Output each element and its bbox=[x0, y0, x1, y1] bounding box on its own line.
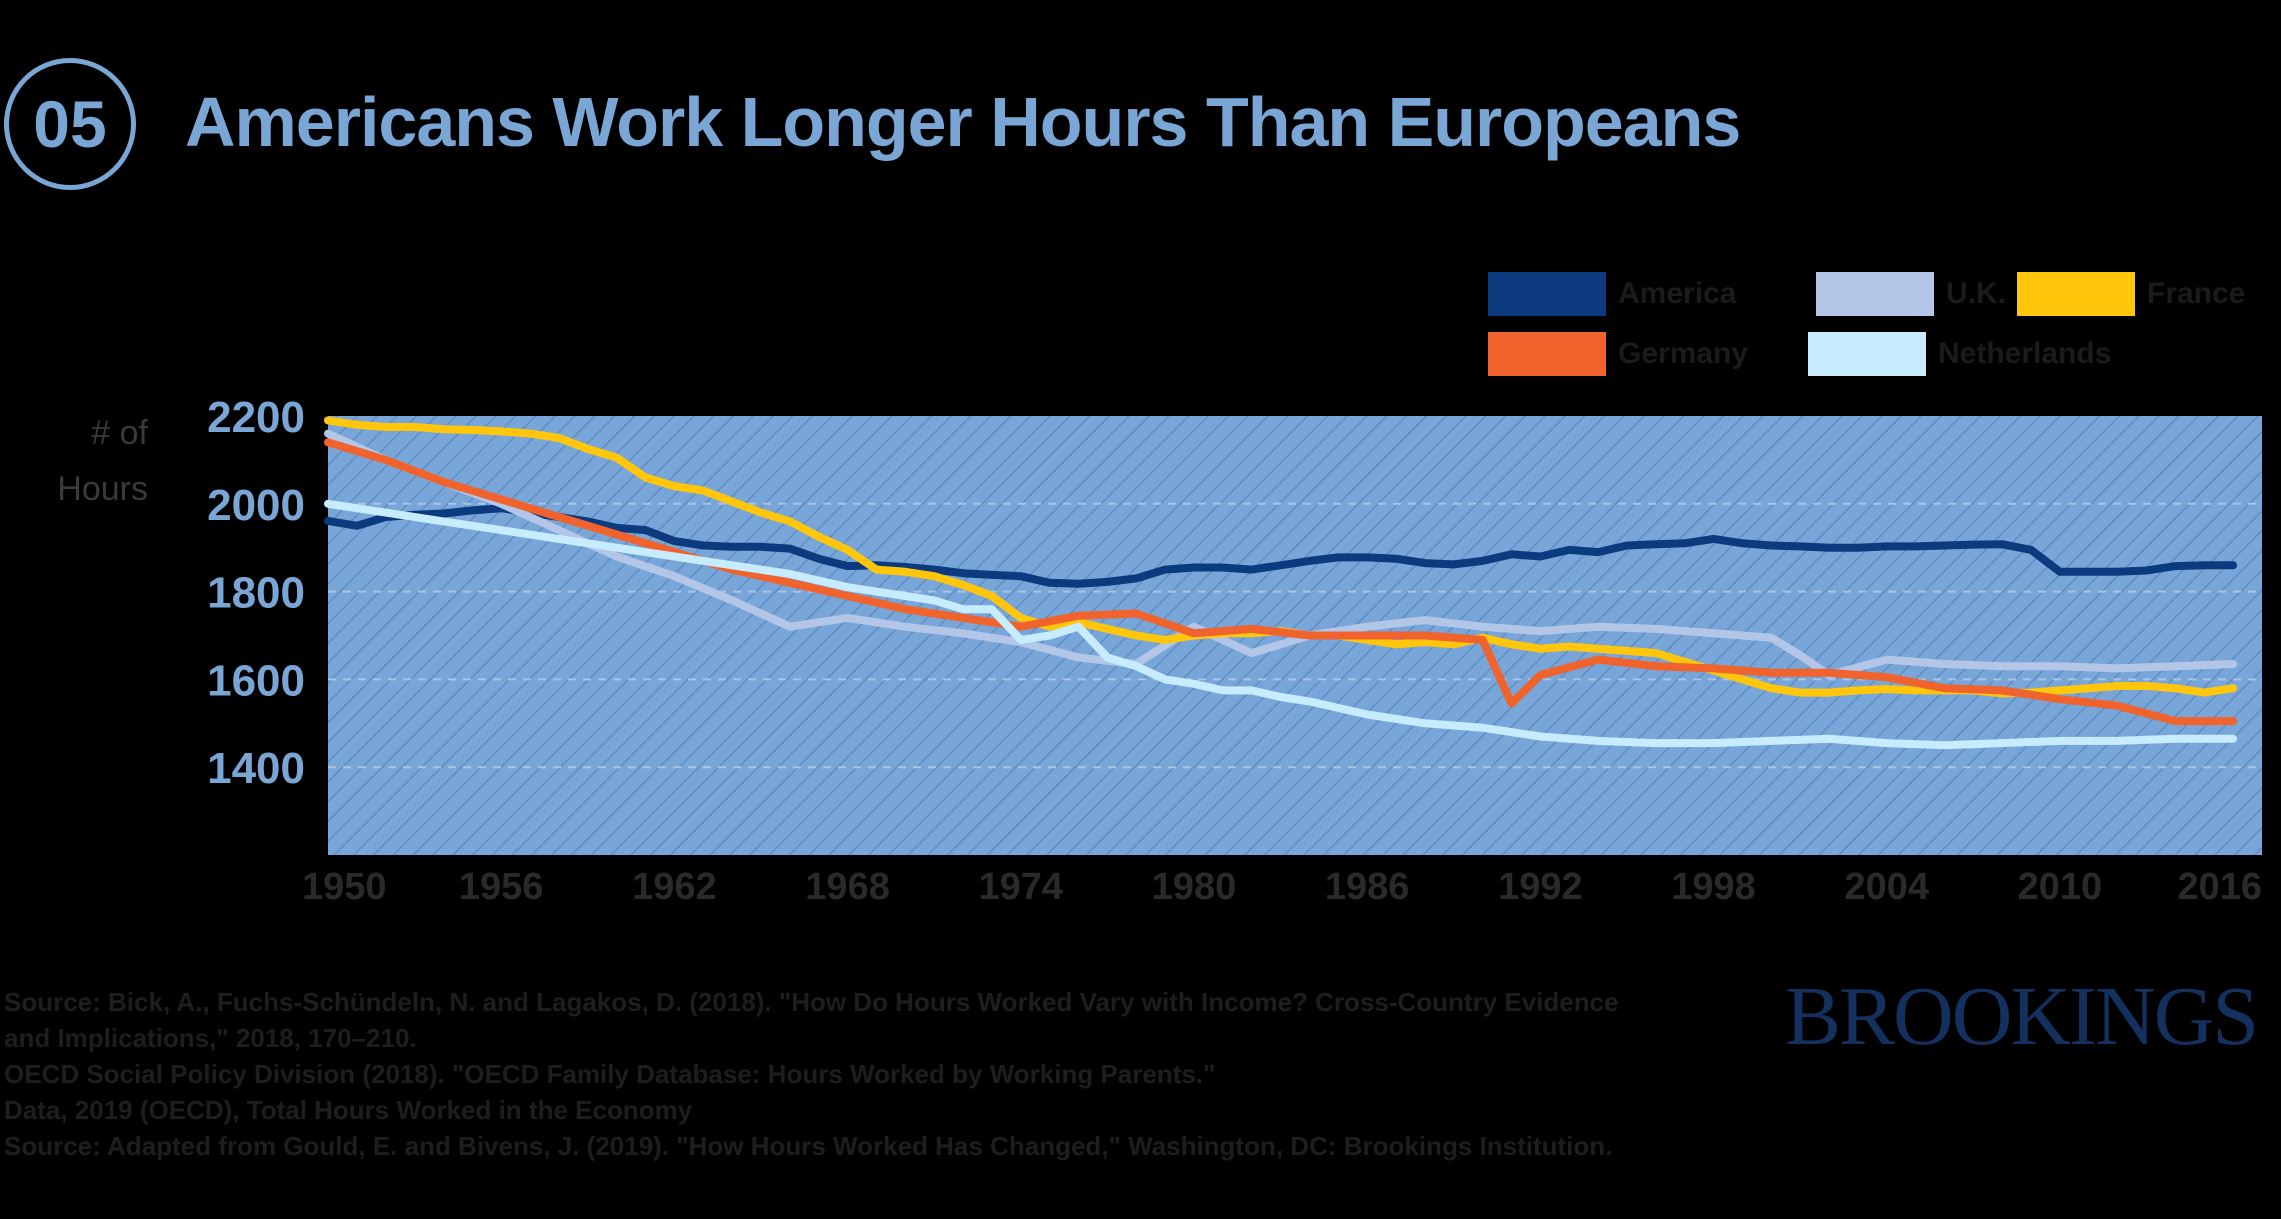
source-line: Source: Adapted from Gould, E. and Biven… bbox=[4, 1131, 1613, 1161]
x-tick-label: 1980 bbox=[1152, 866, 1237, 908]
x-tick-label: 1974 bbox=[979, 866, 1064, 908]
gridlines bbox=[328, 502, 2262, 769]
source-line: Data, 2019 (OECD), Total Hours Worked in… bbox=[4, 1095, 693, 1125]
legend-item-germany: Germany bbox=[1488, 332, 1748, 376]
x-tick-label: 1986 bbox=[1325, 866, 1410, 908]
x-tick-label: 2004 bbox=[1844, 866, 1929, 908]
legend-label-france: France bbox=[2147, 277, 2246, 310]
chart-number-badge: 05 bbox=[4, 58, 136, 190]
x-tick-label: 2016 bbox=[2177, 866, 2262, 908]
source-line: Source: Bick, A., Fuchs-Schündeln, N. an… bbox=[4, 987, 1619, 1017]
series-line-netherlands bbox=[324, 499, 2238, 750]
y-tick-label: 1400 bbox=[207, 744, 305, 793]
source-notes: Source: Bick, A., Fuchs-Schündeln, N. an… bbox=[4, 984, 1644, 1164]
legend-swatch-germany bbox=[1488, 332, 1606, 376]
chart-number: 05 bbox=[33, 87, 107, 161]
legend-item-america: America bbox=[1488, 272, 1736, 316]
x-tick-label: 1968 bbox=[805, 866, 890, 908]
source-line: OECD Social Policy Division (2018). "OEC… bbox=[4, 1059, 1216, 1089]
series-line-germany bbox=[324, 438, 2238, 726]
x-tick-label: 1962 bbox=[632, 866, 717, 908]
line-chart: 2200 2000 1800 1600 1400 1950 1956 1962 1968 197… bbox=[207, 393, 2262, 908]
x-tick-label: 1992 bbox=[1498, 866, 1583, 908]
y-tick-label: 2000 bbox=[207, 481, 305, 530]
source-line: and Implications," 2018, 170–210. bbox=[4, 1023, 417, 1053]
x-tick-label: 1998 bbox=[1671, 866, 1756, 908]
brookings-logo: BROOKINGS bbox=[1785, 970, 2259, 1063]
legend-label-america: America bbox=[1618, 277, 1737, 310]
legend-swatch-france bbox=[2017, 272, 2135, 316]
y-tick-label: 2200 bbox=[207, 393, 305, 442]
legend-swatch-america bbox=[1488, 272, 1606, 316]
x-axis: 1950 1956 1962 1968 1974 1980 1986 1992 1998 2004… bbox=[302, 866, 2262, 908]
series-line-america bbox=[324, 504, 2238, 588]
x-tick-label: 1950 bbox=[302, 866, 387, 908]
legend-label-uk: U.K. bbox=[1946, 277, 2006, 310]
series-lines bbox=[324, 416, 2238, 750]
y-tick-label: 1600 bbox=[207, 656, 305, 705]
legend-label-germany: Germany bbox=[1618, 337, 1749, 370]
legend-item-uk: U.K. bbox=[1816, 272, 2006, 316]
legend-item-netherlands: Netherlands bbox=[1808, 332, 2111, 376]
y-tick-label: 1800 bbox=[207, 569, 305, 618]
legend-item-france: France bbox=[2017, 272, 2245, 316]
legend-label-netherlands: Netherlands bbox=[1938, 337, 2112, 370]
y-axis-label: # of Hours bbox=[57, 414, 148, 508]
x-tick-label: 1956 bbox=[459, 866, 544, 908]
chart-title: Americans Work Longer Hours Than Europea… bbox=[185, 83, 1741, 161]
y-axis: 2200 2000 1800 1600 1400 bbox=[207, 393, 305, 793]
x-tick-label: 2010 bbox=[2018, 866, 2103, 908]
legend-swatch-netherlands bbox=[1808, 332, 1926, 376]
legend-swatch-uk bbox=[1816, 272, 1934, 316]
